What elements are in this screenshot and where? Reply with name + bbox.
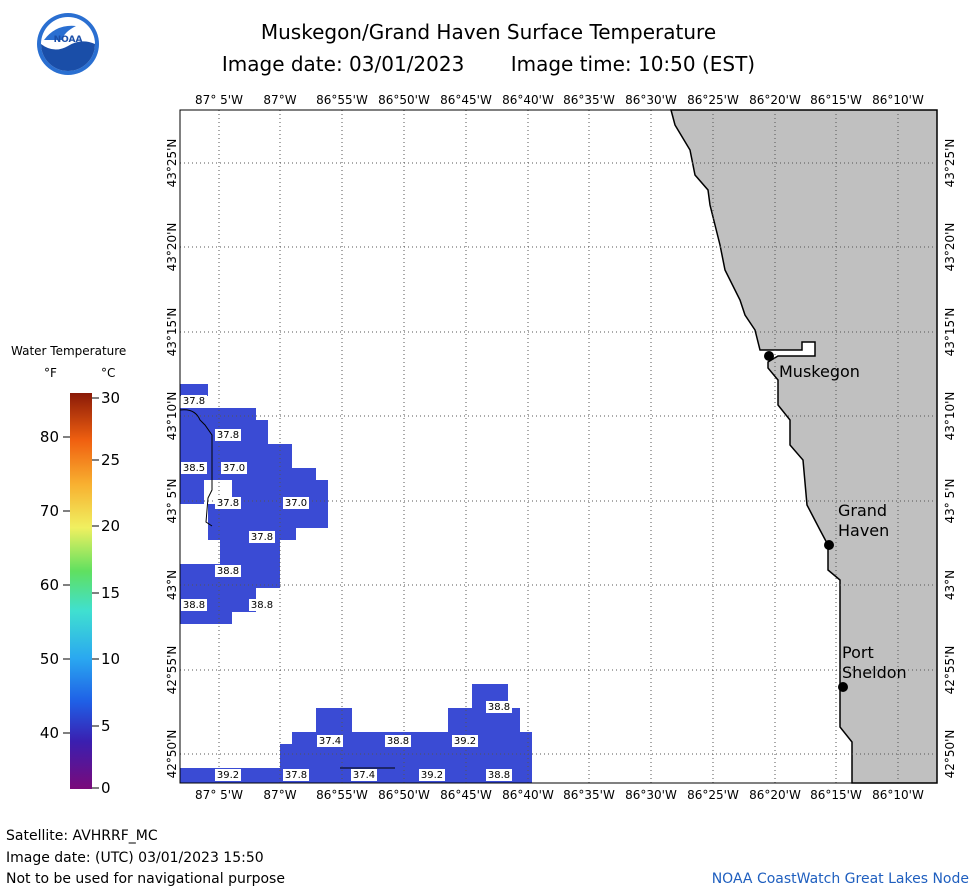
lon-label-top: 86°25'W [687,93,739,107]
lat-label-left: 43°25'N [165,139,179,188]
lat-label-right: 43°15'N [943,308,957,357]
lon-label-top: 86°10'W [872,93,924,107]
lon-label-top: 86°15'W [810,93,862,107]
lat-label-right: 43°25'N [943,139,957,188]
utc-date: Image date: (UTC) 03/01/2023 15:50 [6,850,264,866]
logo-text: NOAA [54,35,83,45]
legend-c-tick: 10 [101,650,120,668]
lat-label-right: 43°N [943,570,957,600]
legend-title: Water Temperature [11,344,126,358]
lon-label-bottom: 86°50'W [378,788,430,802]
lat-label-left: 42°55'N [165,646,179,695]
temp-label: 37.8 [285,770,307,781]
image-date: Image date: 03/01/2023 [221,52,465,76]
lon-label-bottom: 86°35'W [563,788,615,802]
legend-f-tick: 50 [40,650,59,668]
lat-label-left: 43°N [165,570,179,600]
temp-label: 38.8 [251,600,273,611]
lon-label-bottom: 87°W [263,788,296,802]
temp-label: 38.8 [183,600,205,611]
temp-label: 37.4 [353,770,375,781]
legend-c-tick: 15 [101,584,120,602]
legend-unit-f: °F [44,366,57,380]
legend-unit-c: °C [101,366,115,380]
lat-label-left: 43°20'N [165,223,179,272]
lat-label-left: 42°50'N [165,730,179,779]
lon-label-bottom: 86°30'W [625,788,677,802]
credit-link[interactable]: NOAA CoastWatch Great Lakes Node [711,871,969,887]
legend-c-tick: 25 [101,451,120,469]
lon-label-top: 86°20'W [749,93,801,107]
legend-c-tick: 30 [101,389,120,407]
lat-label-right: 43° 5'N [943,479,957,524]
lon-label-top: 86°40'W [502,93,554,107]
legend-f-tick: 40 [40,724,59,742]
temp-label: 39.2 [454,736,476,747]
lon-label-top: 86°30'W [625,93,677,107]
port-sheldon-marker [838,682,848,692]
temp-label: 38.8 [387,736,409,747]
lon-label-top: 86°50'W [378,93,430,107]
lon-label-top: 86°35'W [563,93,615,107]
lat-label-left: 43° 5'N [165,479,179,524]
temp-label: 37.4 [319,736,341,747]
lat-label-left: 43°10'N [165,392,179,441]
lon-label-top: 87° 5'W [195,93,243,107]
lon-label-bottom: 87° 5'W [195,788,243,802]
lon-label-bottom: 86°55'W [316,788,368,802]
legend-f-tick: 60 [40,576,59,594]
lon-label-top: 86°45'W [440,93,492,107]
legend-f-tick: 70 [40,502,59,520]
legend-c-tick: 20 [101,517,120,535]
lat-label-right: 42°50'N [943,730,957,779]
port-sheldon-label: Port [842,643,874,662]
temp-label: 38.5 [183,463,205,474]
lon-label-top: 86°55'W [316,93,368,107]
temp-label: 38.8 [488,770,510,781]
grand-haven-marker [824,540,834,550]
legend-color-bar [70,393,92,789]
legend-c-tick: 0 [101,779,111,797]
temp-label: 37.8 [183,396,205,407]
lon-label-bottom: 86°15'W [810,788,862,802]
lon-label-bottom: 86°10'W [872,788,924,802]
lon-label-bottom: 86°40'W [502,788,554,802]
legend-f-tick: 80 [40,428,59,446]
place-markers [764,351,848,692]
disclaimer: Not to be used for navigational purpose [6,871,285,887]
water-temperature-cells [180,384,532,783]
satellite-info: Satellite: AVHRRF_MC [6,828,158,844]
lat-label-left: 43°15'N [165,308,179,357]
temp-label: 37.8 [251,532,273,543]
image-time: Image time: 10:50 (EST) [510,52,756,76]
lon-label-bottom: 86°20'W [749,788,801,802]
subtitle: Image date: 03/01/2023 Image time: 10:50… [0,52,977,76]
noaa-logo: NOAA [37,13,99,75]
temp-label: 37.0 [223,463,245,474]
lat-label-right: 43°20'N [943,223,957,272]
temp-label: 37.8 [217,430,239,441]
grand-haven-label: Grand [838,501,887,520]
lat-label-right: 42°55'N [943,646,957,695]
temp-label: 38.8 [217,566,239,577]
port-sheldon-label: Sheldon [842,663,907,682]
temp-label: 37.8 [217,498,239,509]
lat-label-right: 43°10'N [943,392,957,441]
muskegon-marker [764,351,774,361]
temperature-labels: 37.8 37.8 38.5 37.0 37.8 37.0 37.8 38.8 … [181,395,512,781]
temp-label: 39.2 [421,770,443,781]
temp-label: 38.8 [488,702,510,713]
lon-label-bottom: 86°25'W [687,788,739,802]
temp-label: 37.0 [285,498,307,509]
muskegon-label: Muskegon [779,362,860,381]
grid-lines [180,110,937,783]
temp-label: 39.2 [217,770,239,781]
grand-haven-label: Haven [838,521,889,540]
lon-label-top: 87°W [263,93,296,107]
lon-label-bottom: 86°45'W [440,788,492,802]
page-title: Muskegon/Grand Haven Surface Temperature [260,20,717,44]
legend-c-tick: 5 [101,717,111,735]
